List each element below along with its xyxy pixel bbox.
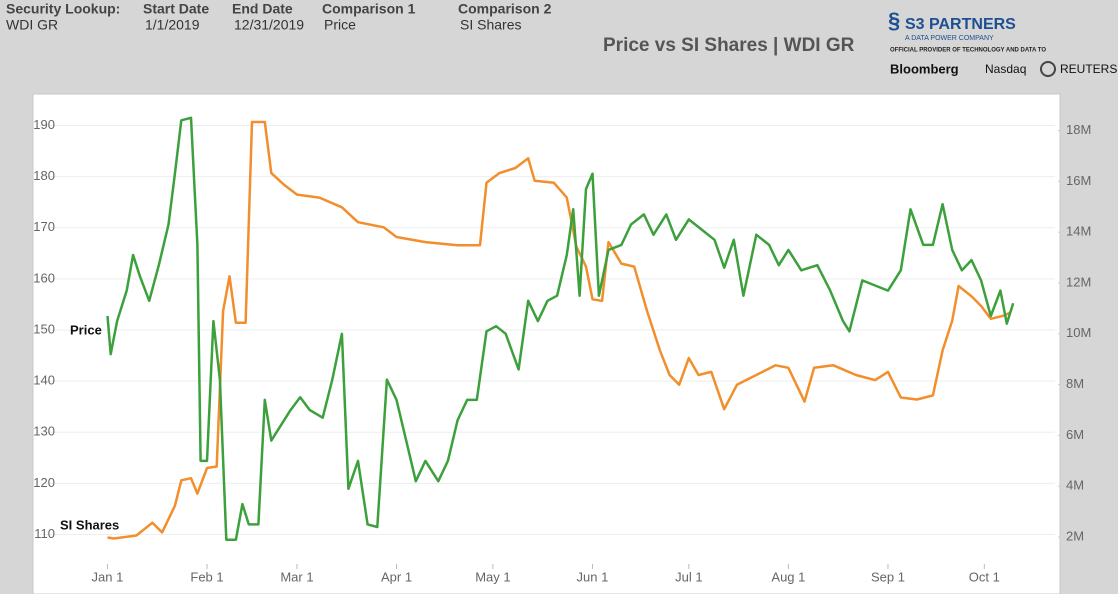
y2-tick-label: 16M <box>1066 173 1091 188</box>
legend-label: SI Shares <box>60 517 119 532</box>
y2-tick-label: 2M <box>1066 529 1084 544</box>
y-tick-label: 170 <box>33 219 55 234</box>
partner-nasdaq: Nasdaq <box>985 62 1026 76</box>
x-tick-label: May 1 <box>475 569 510 584</box>
y-tick-label: 140 <box>33 373 55 388</box>
partner-bloomberg: Bloomberg <box>890 61 959 76</box>
y-tick-label: 130 <box>33 424 55 439</box>
reuters-icon <box>1040 61 1056 77</box>
legend-label: Price <box>70 322 102 337</box>
field-label: Start Date <box>143 1 209 17</box>
x-tick-label: Jun 1 <box>577 569 609 584</box>
y2-tick-label: 6M <box>1066 427 1084 442</box>
y2-tick-label: 10M <box>1066 325 1091 340</box>
y2-tick-label: 14M <box>1066 224 1091 239</box>
x-tick-label: Oct 1 <box>969 569 1000 584</box>
field-value: WDI GR <box>6 17 58 33</box>
field-label: Comparison 2 <box>458 1 552 17</box>
field-value: 12/31/2019 <box>234 17 304 33</box>
y-tick-label: 180 <box>33 168 55 183</box>
x-tick-label: Sep 1 <box>871 569 905 584</box>
y2-tick-label: 8M <box>1066 376 1084 391</box>
y2-tick-label: 4M <box>1066 478 1084 493</box>
series-line <box>106 116 1015 541</box>
y-tick-label: 110 <box>34 526 55 541</box>
y-tick-label: 160 <box>33 270 55 285</box>
x-tick-label: Jan 1 <box>92 569 124 584</box>
field-value: Price <box>324 17 356 33</box>
field-value: 1/1/2019 <box>145 17 200 33</box>
logo: § S3 PARTNERS A DATA POWER COMPANY OFFIC… <box>888 8 1117 77</box>
x-tick-label: Feb 1 <box>190 569 223 584</box>
chart-title: Price vs SI Shares | WDI GR <box>603 35 855 56</box>
field-label: Security Lookup: <box>6 1 120 17</box>
field-label: Comparison 1 <box>322 1 416 17</box>
logo-name: S3 PARTNERS <box>905 16 1016 33</box>
y-tick-label: 150 <box>33 321 55 336</box>
field-value: SI Shares <box>460 17 521 33</box>
chart-panel <box>32 93 1061 594</box>
x-tick-label: Aug 1 <box>771 569 805 584</box>
y2-tick-label: 18M <box>1066 122 1091 137</box>
logo-mark: § <box>888 8 900 33</box>
x-tick-label: Apr 1 <box>381 569 412 584</box>
field-label: End Date <box>232 1 293 17</box>
y-tick-label: 120 <box>33 475 55 490</box>
x-tick-label: Jul 1 <box>675 569 702 584</box>
logo-tagline: A DATA POWER COMPANY <box>905 35 994 42</box>
partner-reuters: REUTERS <box>1060 62 1117 76</box>
logo-provider: OFFICIAL PROVIDER OF TECHNOLOGY AND DATA… <box>890 48 1046 54</box>
y-tick-label: 190 <box>33 117 55 132</box>
x-tick-label: Mar 1 <box>280 569 313 584</box>
y2-tick-label: 12M <box>1066 274 1091 289</box>
